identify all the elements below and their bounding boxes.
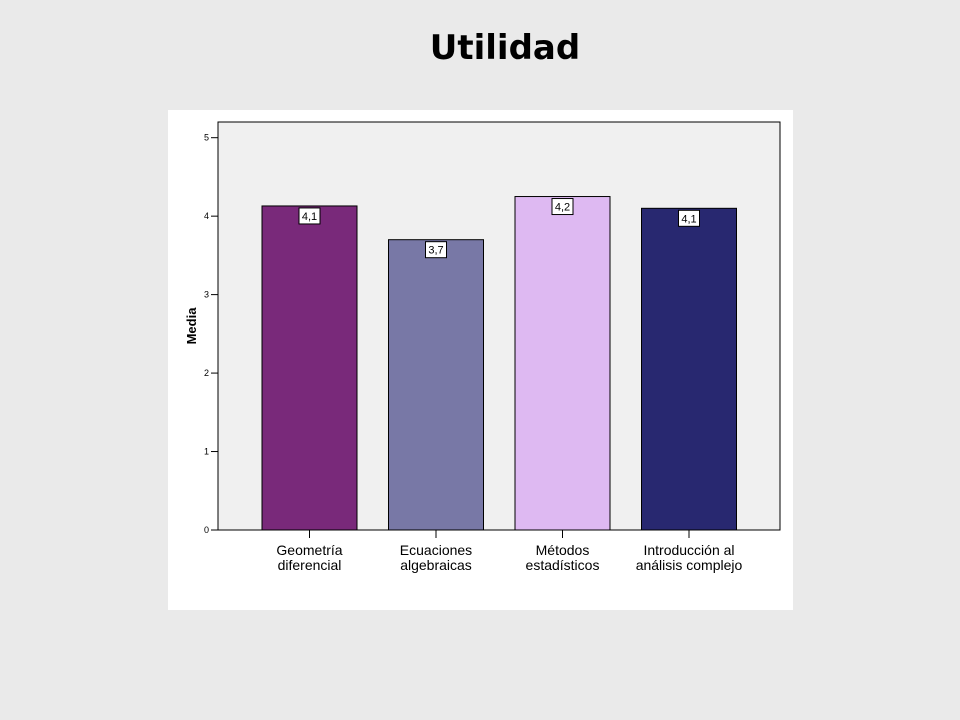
- y-tick-label: 2: [204, 368, 209, 378]
- chart-panel: 4,1 3,7 4,2 4,1 0 1 2 3 4 5 Geometría diferencial E…: [168, 110, 793, 610]
- x-tick-label: Geometría: [276, 542, 342, 558]
- x-tick-label: estadísticos: [526, 557, 600, 573]
- bar: [388, 239, 484, 531]
- data-label: 4,1: [681, 213, 696, 225]
- x-tick-label: Métodos: [536, 542, 590, 558]
- data-label-box: [678, 209, 700, 227]
- x-tick-label: algebraicas: [400, 557, 472, 573]
- bar: [261, 205, 358, 531]
- y-tick-label: 0: [204, 525, 209, 535]
- slide-title: Utilidad: [429, 28, 581, 68]
- y-tick-label: 3: [204, 290, 209, 300]
- data-label-box: [425, 241, 447, 259]
- x-tick-label: Ecuaciones: [400, 542, 472, 558]
- data-label: 4,1: [302, 211, 317, 223]
- data-label: 4,2: [555, 202, 570, 214]
- data-label-box: [551, 198, 574, 216]
- bars-layer: 4,1 3,7 4,2 4,1: [261, 196, 737, 531]
- y-axis-label: Media: [184, 307, 199, 345]
- bar: [641, 207, 737, 531]
- x-tick-label: diferencial: [278, 557, 342, 573]
- data-label: 3,7: [428, 245, 443, 257]
- y-tick-label: 1: [204, 447, 209, 457]
- x-tick-label: análisis complejo: [636, 557, 743, 573]
- x-tick-label: Introducción al: [643, 542, 734, 558]
- bar: [514, 196, 611, 531]
- y-tick-label: 5: [204, 133, 209, 143]
- y-tick-label: 4: [204, 211, 209, 221]
- data-label-box: [298, 207, 321, 225]
